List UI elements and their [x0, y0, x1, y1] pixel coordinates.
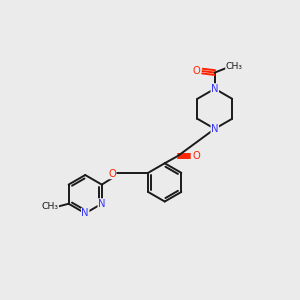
Text: N: N [82, 208, 89, 218]
Text: N: N [211, 124, 218, 134]
Text: CH₃: CH₃ [226, 62, 243, 71]
Text: O: O [108, 169, 116, 179]
Text: N: N [211, 84, 218, 94]
Text: CH₃: CH₃ [42, 202, 58, 211]
Text: N: N [98, 199, 106, 209]
Text: O: O [192, 66, 200, 76]
Text: O: O [193, 151, 201, 161]
